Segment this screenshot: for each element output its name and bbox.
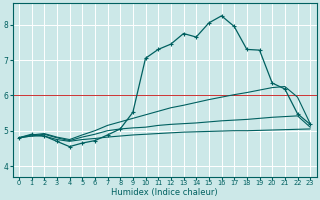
X-axis label: Humidex (Indice chaleur): Humidex (Indice chaleur): [111, 188, 218, 197]
